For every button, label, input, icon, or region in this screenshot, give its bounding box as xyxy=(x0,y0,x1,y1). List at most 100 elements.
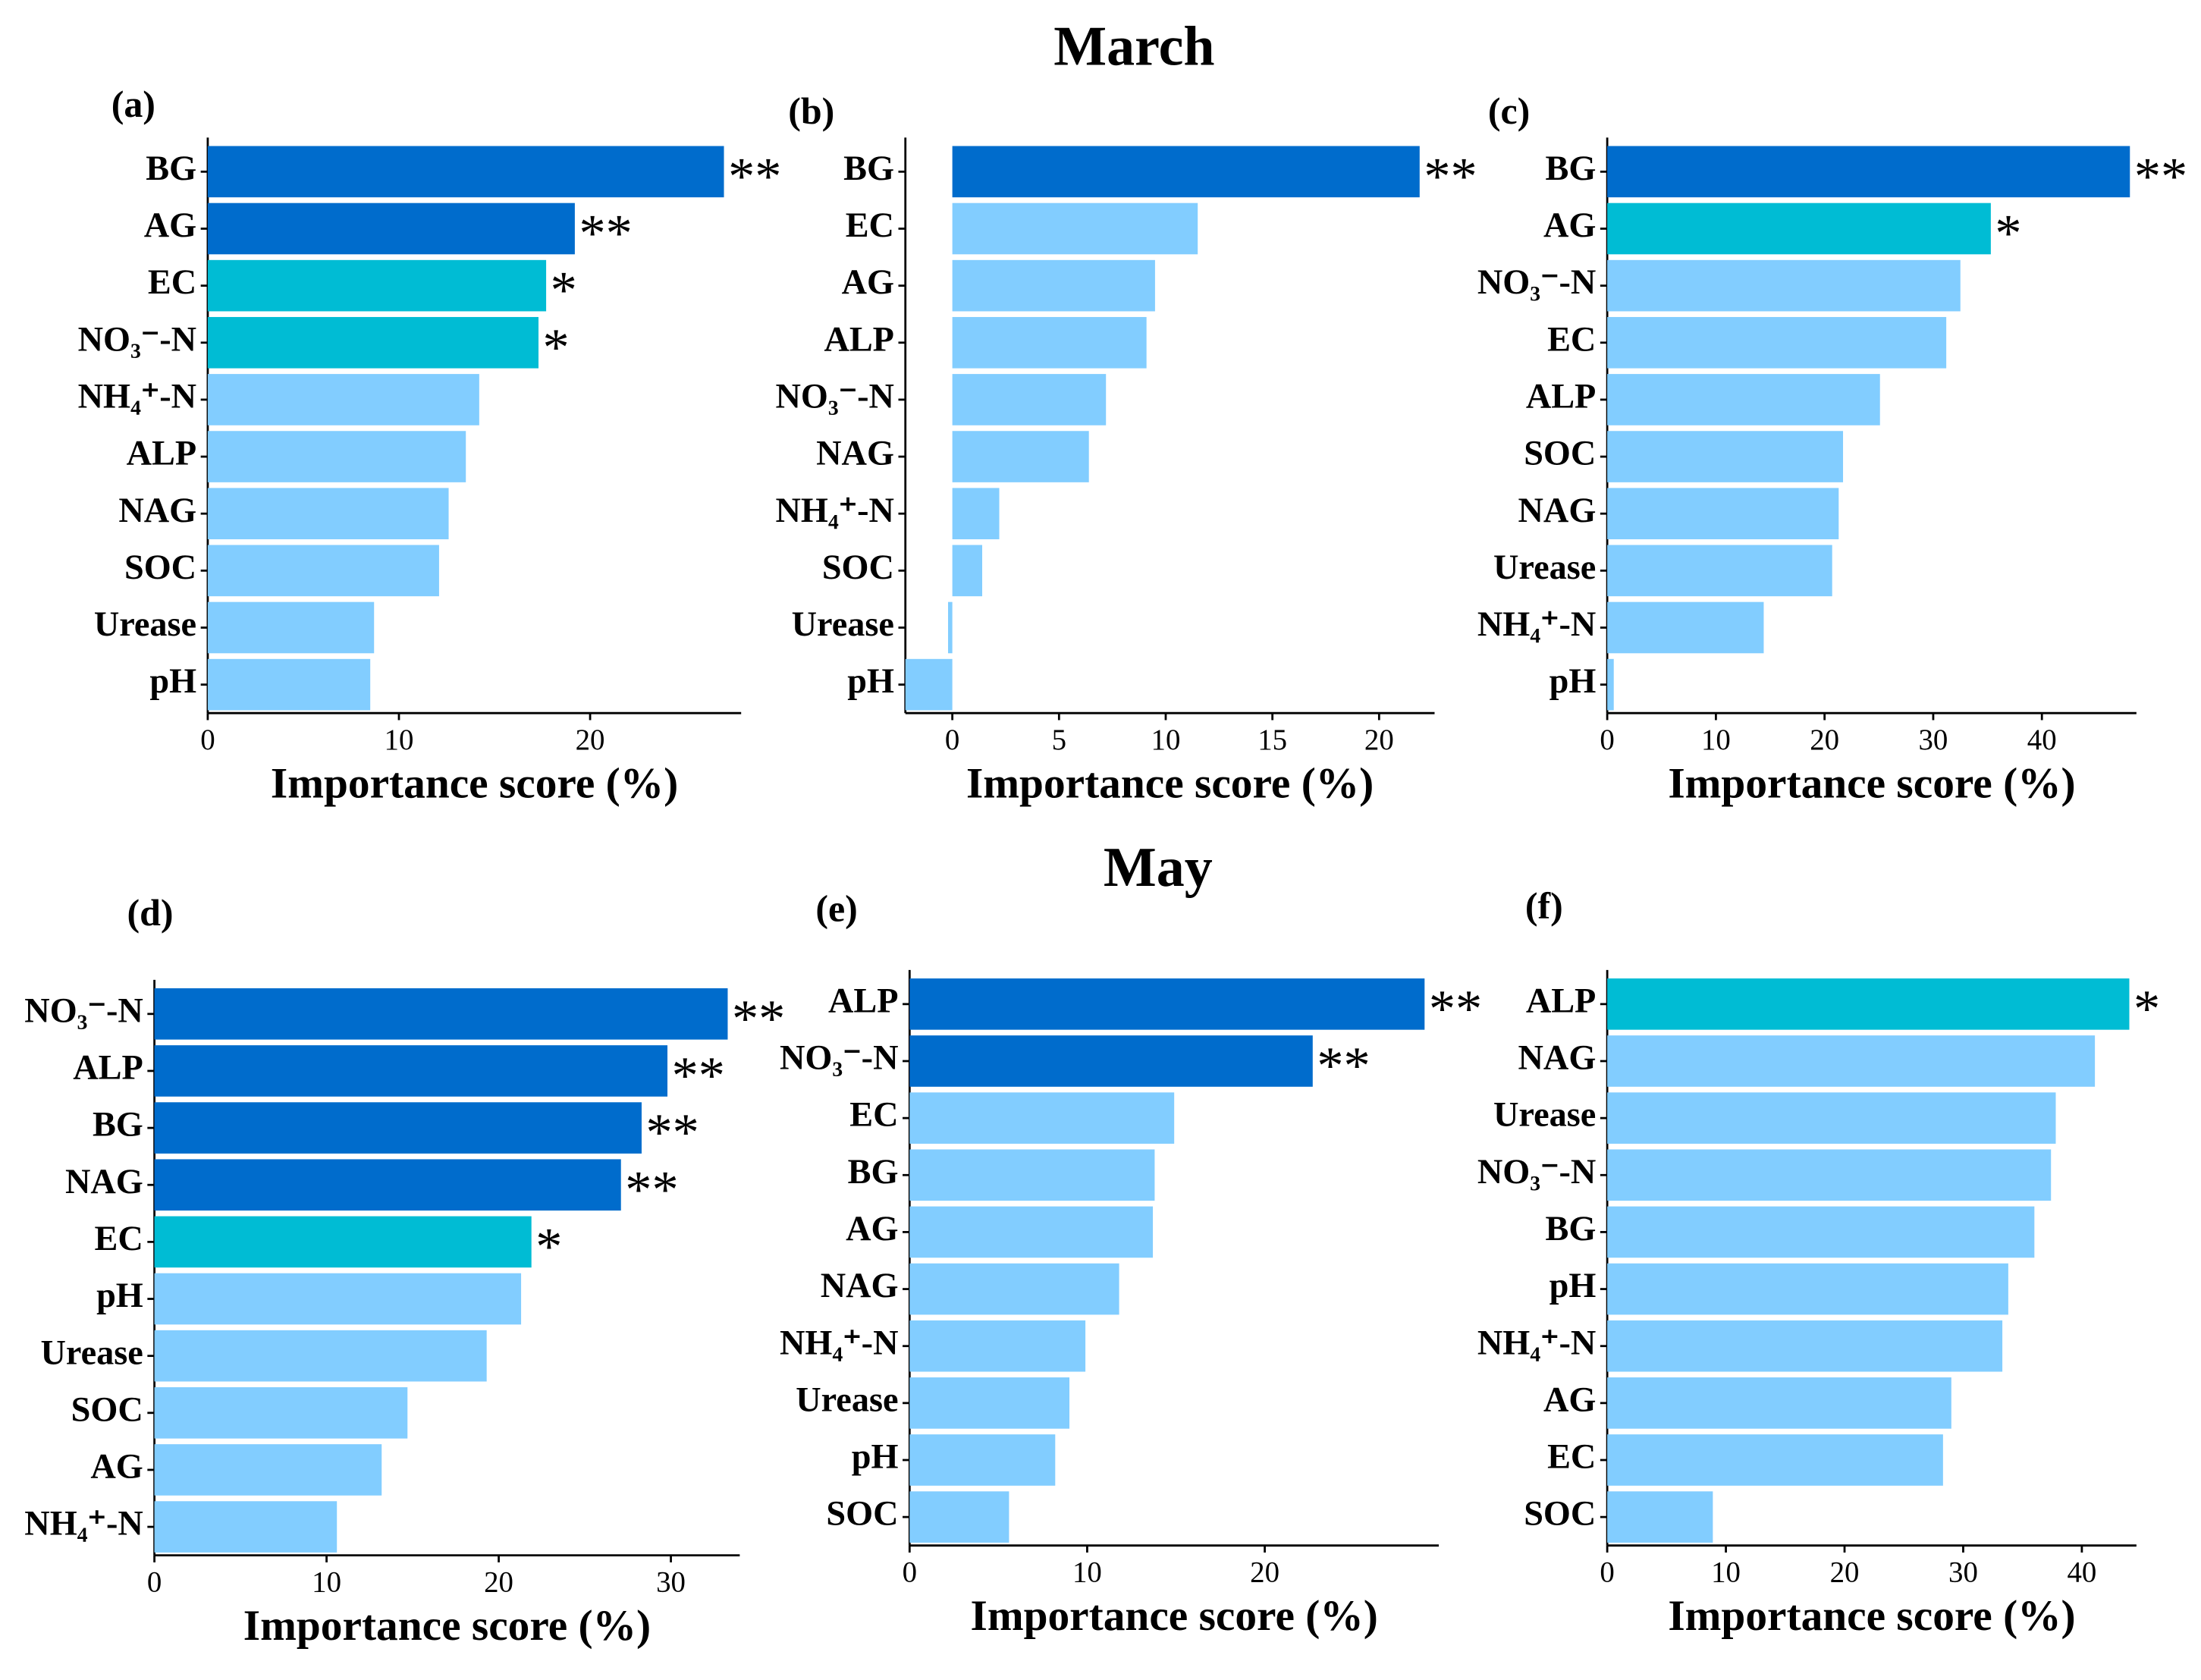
x-tick-label: 10 xyxy=(385,724,414,756)
x-tick-label: 0 xyxy=(903,1556,917,1588)
bar xyxy=(154,1501,338,1553)
x-axis-label: Importance score (%) xyxy=(1668,1592,2075,1640)
category-label: AG xyxy=(1543,1380,1596,1419)
category-label: EC xyxy=(846,206,894,245)
category-label: NH₄⁺-N xyxy=(1477,605,1596,644)
bar xyxy=(207,259,547,312)
category-label: AG xyxy=(842,263,894,302)
x-tick-label: 10 xyxy=(1151,724,1181,756)
significance-label: ** xyxy=(646,1103,699,1162)
bar xyxy=(154,1444,382,1496)
bar xyxy=(207,658,371,711)
category-label: NO₃⁻-N xyxy=(78,320,196,359)
significance-label: ** xyxy=(728,146,781,206)
category-label: EC xyxy=(849,1096,898,1135)
x-tick-label: 10 xyxy=(1072,1556,1102,1588)
x-tick-label: 30 xyxy=(1919,724,1948,756)
bar xyxy=(952,431,1089,482)
bar xyxy=(154,1386,408,1439)
bar xyxy=(909,1377,1070,1429)
bar xyxy=(1607,1263,2008,1315)
bar xyxy=(1607,374,1880,425)
bar xyxy=(207,488,449,540)
bar xyxy=(1607,1206,2035,1258)
significance-label: * xyxy=(543,318,570,377)
bar xyxy=(207,545,439,597)
bar xyxy=(1607,1092,2056,1144)
category-label: pH xyxy=(847,662,894,701)
category-label: NAG xyxy=(1518,491,1597,530)
category-label: BG xyxy=(146,149,196,188)
category-label: pH xyxy=(1549,662,1597,701)
significance-label: ** xyxy=(625,1160,678,1219)
bar xyxy=(154,1159,621,1211)
category-label: BG xyxy=(843,149,894,188)
category-label: ALP xyxy=(824,320,894,359)
significance-label: ** xyxy=(732,989,785,1048)
bar xyxy=(1607,1434,1943,1486)
x-axis-label: Importance score (%) xyxy=(271,759,678,807)
category-label: EC xyxy=(148,263,196,302)
category-label: AG xyxy=(144,206,196,245)
panel-label: (a) xyxy=(111,83,155,125)
panel-label: (f) xyxy=(1525,884,1563,927)
bar xyxy=(154,1045,668,1097)
x-axis-label: Importance score (%) xyxy=(966,759,1374,807)
x-tick-label: 0 xyxy=(945,724,959,756)
significance-label: * xyxy=(551,261,577,320)
bar xyxy=(154,1102,642,1154)
bar xyxy=(909,1263,1119,1315)
category-label: NAG xyxy=(65,1163,143,1201)
bar xyxy=(905,658,953,711)
bar xyxy=(1607,1149,2052,1201)
bar xyxy=(952,488,1000,540)
bar xyxy=(207,203,575,255)
x-tick-label: 20 xyxy=(1250,1556,1279,1588)
significance-label: ** xyxy=(1317,1036,1370,1095)
category-label: NH₄⁺-N xyxy=(1477,1324,1596,1362)
category-label: ALP xyxy=(1526,378,1597,416)
significance-label: * xyxy=(535,1217,562,1276)
bar xyxy=(207,316,539,369)
category-label: NH₄⁺-N xyxy=(775,491,893,530)
bar xyxy=(909,978,1425,1030)
category-label: NH₄⁺-N xyxy=(78,378,196,416)
category-label: pH xyxy=(149,662,196,701)
bar xyxy=(952,545,983,597)
x-tick-label: 20 xyxy=(484,1565,513,1598)
x-tick-label: 10 xyxy=(1711,1556,1741,1588)
x-tick-label: 40 xyxy=(2027,724,2057,756)
panel-label: (e) xyxy=(815,887,857,929)
category-label: AG xyxy=(846,1210,898,1248)
bar xyxy=(154,988,728,1040)
bar xyxy=(207,374,479,425)
bar xyxy=(952,259,1155,312)
category-label: ALP xyxy=(127,435,197,473)
category-label: ALP xyxy=(1526,981,1597,1020)
category-label: NAG xyxy=(118,491,196,530)
x-tick-label: 0 xyxy=(147,1565,162,1598)
section-title: March xyxy=(1053,15,1214,77)
bar xyxy=(1607,1377,1951,1429)
x-tick-label: 0 xyxy=(1600,1556,1614,1588)
significance-label: * xyxy=(2133,979,2160,1038)
category-label: pH xyxy=(1549,1267,1597,1305)
bar xyxy=(909,1320,1086,1372)
bar xyxy=(1607,146,2130,198)
bar xyxy=(948,601,953,654)
bar xyxy=(952,316,1147,369)
category-label: Urease xyxy=(796,1380,898,1419)
category-label: NO₃⁻-N xyxy=(775,378,893,416)
category-label: NO₃⁻-N xyxy=(1477,263,1596,302)
category-label: NO₃⁻-N xyxy=(24,991,143,1030)
category-label: SOC xyxy=(71,1390,143,1429)
category-label: SOC xyxy=(1524,435,1596,473)
bar xyxy=(1607,545,1832,597)
x-tick-label: 0 xyxy=(200,724,215,756)
category-label: ALP xyxy=(828,981,898,1020)
bar xyxy=(154,1216,532,1268)
category-label: BG xyxy=(93,1106,143,1145)
x-tick-label: 15 xyxy=(1257,724,1287,756)
x-axis-label: Importance score (%) xyxy=(1668,759,2075,807)
